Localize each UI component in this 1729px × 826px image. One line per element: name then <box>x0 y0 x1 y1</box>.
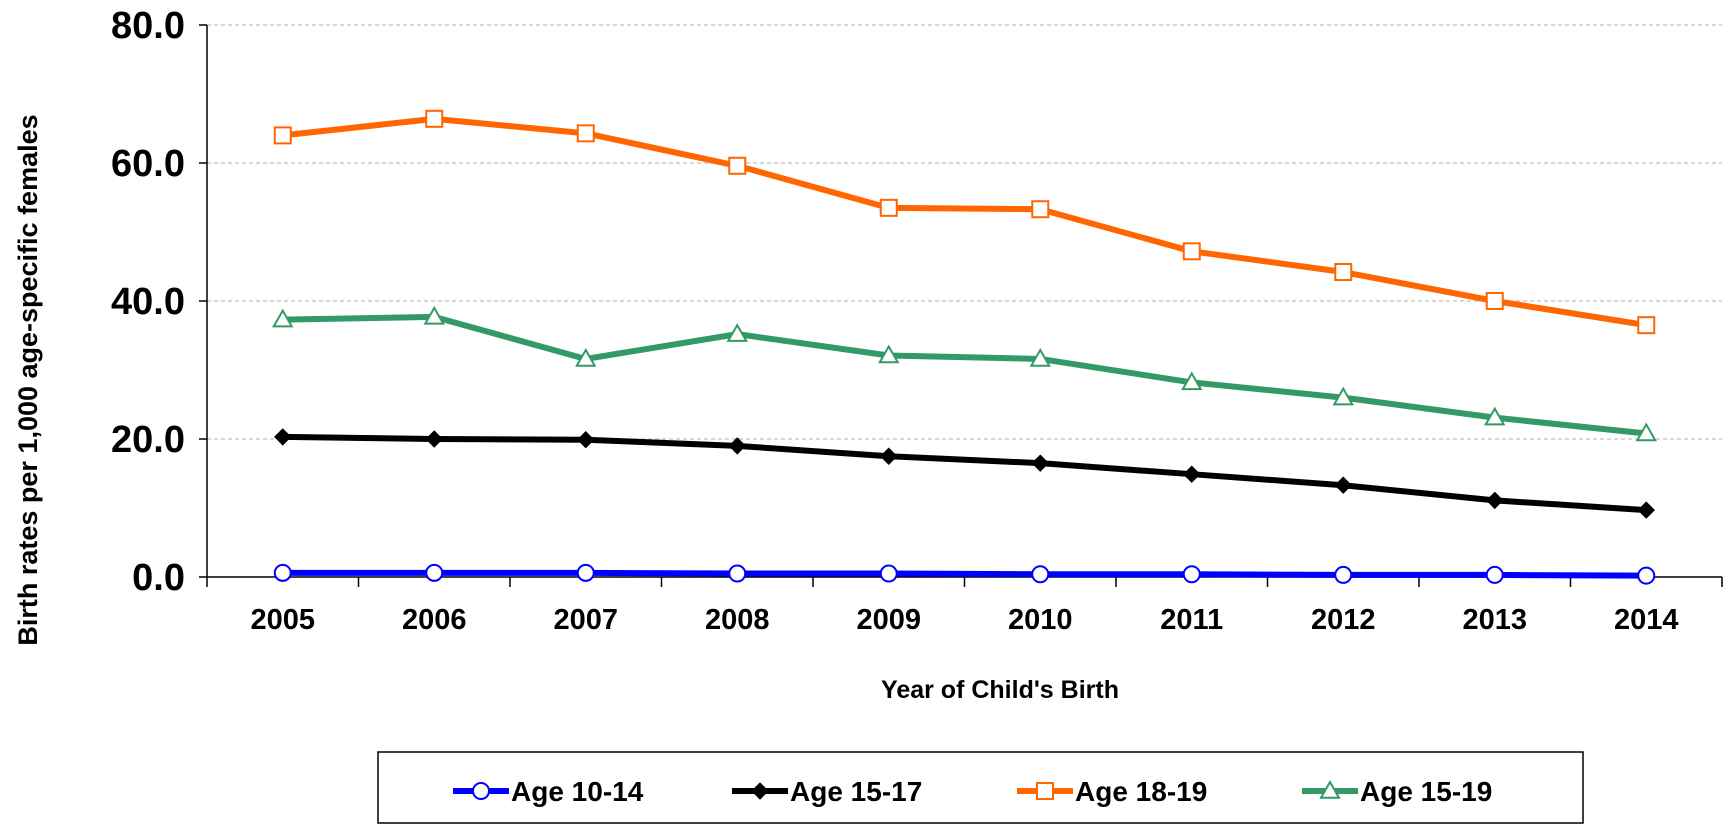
data-point-age-18-19 <box>1182 242 1201 261</box>
legend-label: Age 15-17 <box>790 776 922 807</box>
data-point-age-15-19 <box>575 347 597 367</box>
y-tick-label: 20.0 <box>111 419 185 461</box>
data-point-age-10-14 <box>879 564 898 583</box>
data-point-age-15-17 <box>1183 465 1201 483</box>
legend-item-age-15-17: Age 15-17 <box>732 776 922 807</box>
data-point-age-18-19 <box>1031 200 1050 219</box>
data-point-age-18-19 <box>273 126 292 145</box>
data-point-age-15-19 <box>272 308 294 328</box>
series-age-18-19 <box>273 109 1656 335</box>
data-point-age-10-14 <box>1485 565 1504 584</box>
y-tick-label: 80.0 <box>111 5 185 47</box>
data-point-age-10-14 <box>728 564 747 583</box>
y-tick-label: 60.0 <box>111 143 185 185</box>
legend-marker <box>1319 779 1341 799</box>
data-point-age-18-19 <box>728 156 747 175</box>
data-point-age-10-14 <box>425 563 444 582</box>
series-line-age-10-14 <box>279 569 1650 579</box>
legend-label: Age 15-19 <box>1360 776 1492 807</box>
data-point-age-15-19 <box>1029 347 1051 367</box>
data-point-age-15-17 <box>425 430 443 448</box>
data-point-age-18-19 <box>1637 316 1656 335</box>
x-tick-label: 2014 <box>1614 604 1679 636</box>
data-point-age-15-17 <box>1637 501 1655 519</box>
data-point-age-10-14 <box>1031 565 1050 584</box>
x-axis-title: Year of Child's Birth <box>881 676 1119 704</box>
legend-items: Age 10-14 Age 15-17 Age 18-19 Age 15-19 <box>453 776 1492 807</box>
data-point-age-15-17 <box>274 428 292 446</box>
x-axis-tick-labels: 2005 2006 2007 2008 2009 2010 2011 2012 2013 2014 <box>250 604 1678 636</box>
data-point-age-18-19 <box>576 124 595 143</box>
legend-item-age-15-19: Age 15-19 <box>1302 776 1492 807</box>
data-point-age-15-17 <box>577 430 595 449</box>
legend: Age 10-14 Age 15-17 Age 18-19 Age 15-19 <box>377 751 1584 824</box>
legend-item-age-10-14: Age 10-14 <box>453 776 644 807</box>
data-point-age-10-14 <box>576 563 595 582</box>
y-axis-title: Birth rates per 1,000 age-specific femal… <box>13 114 43 645</box>
series-line-age-15-19 <box>279 313 1650 437</box>
data-point-age-10-14 <box>1182 565 1201 584</box>
legend-marker <box>1036 782 1054 800</box>
legend-label: Age 18-19 <box>1075 776 1207 807</box>
series-line-age-15-17 <box>279 433 1650 514</box>
data-point-age-15-19 <box>423 305 445 325</box>
data-point-age-15-19 <box>1635 422 1657 442</box>
data-point-age-15-17 <box>728 437 746 455</box>
data-point-age-15-19 <box>1181 371 1203 391</box>
y-axis-tick-labels: 0.0 20.0 40.0 60.0 80.0 <box>111 5 185 599</box>
x-tick-label: 2012 <box>1311 604 1376 636</box>
x-tick-label: 2009 <box>856 604 921 636</box>
series-age-15-19 <box>272 305 1657 442</box>
legend-marker <box>472 782 490 800</box>
gridlines <box>207 24 1722 440</box>
legend-marker <box>751 782 769 800</box>
series-age-10-14 <box>273 563 1656 585</box>
x-tick-label: 2006 <box>402 604 467 636</box>
data-point-age-15-19 <box>1332 386 1354 406</box>
data-point-age-15-19 <box>726 323 748 342</box>
legend-label: Age 10-14 <box>511 776 644 807</box>
data-point-age-10-14 <box>1334 565 1353 584</box>
data-point-age-18-19 <box>1334 263 1353 282</box>
series-line-age-18-19 <box>279 115 1650 329</box>
data-point-age-15-19 <box>878 344 900 364</box>
series-age-15-17 <box>274 428 1655 519</box>
x-tick-label: 2010 <box>1008 604 1073 636</box>
y-tick-label: 0.0 <box>132 557 185 599</box>
x-tick-label: 2011 <box>1160 604 1223 636</box>
series-lines <box>272 109 1657 585</box>
data-point-age-15-17 <box>1334 476 1352 494</box>
x-tick-label: 2008 <box>705 604 770 636</box>
x-tick-label: 2013 <box>1462 604 1527 636</box>
data-point-age-18-19 <box>425 109 444 128</box>
data-point-age-18-19 <box>1485 292 1504 310</box>
data-point-age-15-17 <box>1486 491 1504 510</box>
x-tick-label: 2007 <box>553 604 618 636</box>
data-point-age-15-19 <box>1484 406 1506 426</box>
data-point-age-10-14 <box>273 563 292 582</box>
data-point-age-10-14 <box>1637 566 1656 585</box>
legend-item-age-18-19: Age 18-19 <box>1017 776 1207 807</box>
data-point-age-18-19 <box>879 198 898 217</box>
x-tick-label: 2005 <box>250 604 315 636</box>
legend-box <box>377 751 1584 824</box>
data-point-age-15-17 <box>1031 454 1049 472</box>
y-tick-label: 40.0 <box>111 281 185 323</box>
data-point-age-15-17 <box>880 447 898 465</box>
